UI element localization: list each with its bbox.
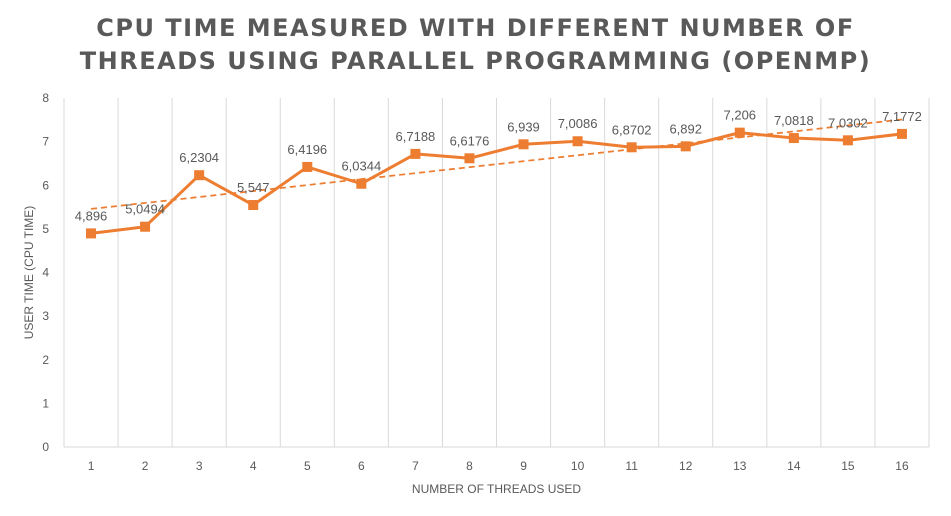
y-tick-label: 1 xyxy=(42,396,49,410)
x-tick-label: 13 xyxy=(733,459,747,473)
data-point xyxy=(86,228,97,239)
data-markers xyxy=(86,127,907,239)
x-tick-label: 10 xyxy=(571,459,585,473)
data-point xyxy=(410,148,421,159)
data-point xyxy=(788,133,799,144)
y-tick-label: 6 xyxy=(42,178,49,192)
y-tick-label: 4 xyxy=(42,266,49,280)
x-tick-label: 7 xyxy=(412,459,419,473)
data-label: 6,939 xyxy=(507,119,540,134)
data-label: 7,206 xyxy=(724,108,757,123)
data-label: 7,0818 xyxy=(774,113,814,128)
data-point xyxy=(626,142,637,153)
data-label: 6,892 xyxy=(669,121,702,136)
data-point xyxy=(302,161,313,172)
data-point xyxy=(896,128,907,139)
x-axis-title: NUMBER OF THREADS USED xyxy=(412,482,581,496)
data-point xyxy=(518,139,529,150)
y-axis-ticks: 0 1 2 3 4 5 6 7 8 xyxy=(42,91,49,454)
data-point xyxy=(356,178,367,189)
data-point xyxy=(680,141,691,152)
y-tick-label: 0 xyxy=(42,440,49,454)
x-tick-label: 16 xyxy=(895,459,909,473)
x-tick-label: 1 xyxy=(88,459,95,473)
x-tick-label: 15 xyxy=(841,459,855,473)
chart-title-line-2: THREADS USING PARALLEL PROGRAMMING (OPEN… xyxy=(79,47,872,75)
data-point xyxy=(248,200,259,211)
data-point xyxy=(194,170,205,181)
data-point xyxy=(734,127,745,138)
x-tick-label: 8 xyxy=(466,459,473,473)
gridlines xyxy=(63,98,930,447)
data-label: 4,896 xyxy=(75,208,108,223)
data-labels: 4,896 5,0494 6,2304 5,547 6,4196 6,0344 6,7188… xyxy=(75,108,922,224)
trendline xyxy=(90,118,903,210)
x-tick-label: 6 xyxy=(358,459,365,473)
x-tick-label: 3 xyxy=(196,459,203,473)
x-tick-label: 12 xyxy=(679,459,693,473)
data-point xyxy=(842,135,853,146)
data-label: 6,0344 xyxy=(341,159,381,174)
data-point xyxy=(140,221,151,232)
y-tick-label: 7 xyxy=(42,135,49,149)
data-label: 6,8702 xyxy=(612,122,652,137)
chart-title-line-1: CPU TIME MEASURED WITH DIFFERENT NUMBER … xyxy=(96,14,855,42)
data-label: 6,6176 xyxy=(450,133,490,148)
data-point xyxy=(464,153,475,164)
data-label: 7,0302 xyxy=(828,115,868,130)
x-tick-label: 14 xyxy=(787,459,801,473)
y-tick-label: 8 xyxy=(42,91,49,105)
data-label: 6,7188 xyxy=(396,129,436,144)
data-label: 6,2304 xyxy=(179,150,219,165)
x-axis-ticks: 1 2 3 4 5 6 7 8 9 10 11 12 13 14 15 16 xyxy=(88,459,909,473)
data-label: 6,4196 xyxy=(287,142,327,157)
x-tick-label: 2 xyxy=(142,459,149,473)
series-line xyxy=(90,131,903,235)
y-tick-label: 3 xyxy=(42,309,49,323)
data-label: 7,0086 xyxy=(558,116,598,131)
x-tick-label: 9 xyxy=(520,459,527,473)
data-label: 5,547 xyxy=(237,180,270,195)
y-tick-label: 2 xyxy=(42,353,49,367)
data-point xyxy=(572,136,583,147)
y-axis-title: USER TIME (CPU TIME) xyxy=(22,206,36,340)
data-label: 7,1772 xyxy=(882,109,922,124)
y-tick-label: 5 xyxy=(42,222,49,236)
data-label: 5,0494 xyxy=(125,202,165,217)
x-tick-label: 4 xyxy=(250,459,257,473)
x-tick-label: 5 xyxy=(304,459,311,473)
x-tick-label: 11 xyxy=(625,459,638,473)
